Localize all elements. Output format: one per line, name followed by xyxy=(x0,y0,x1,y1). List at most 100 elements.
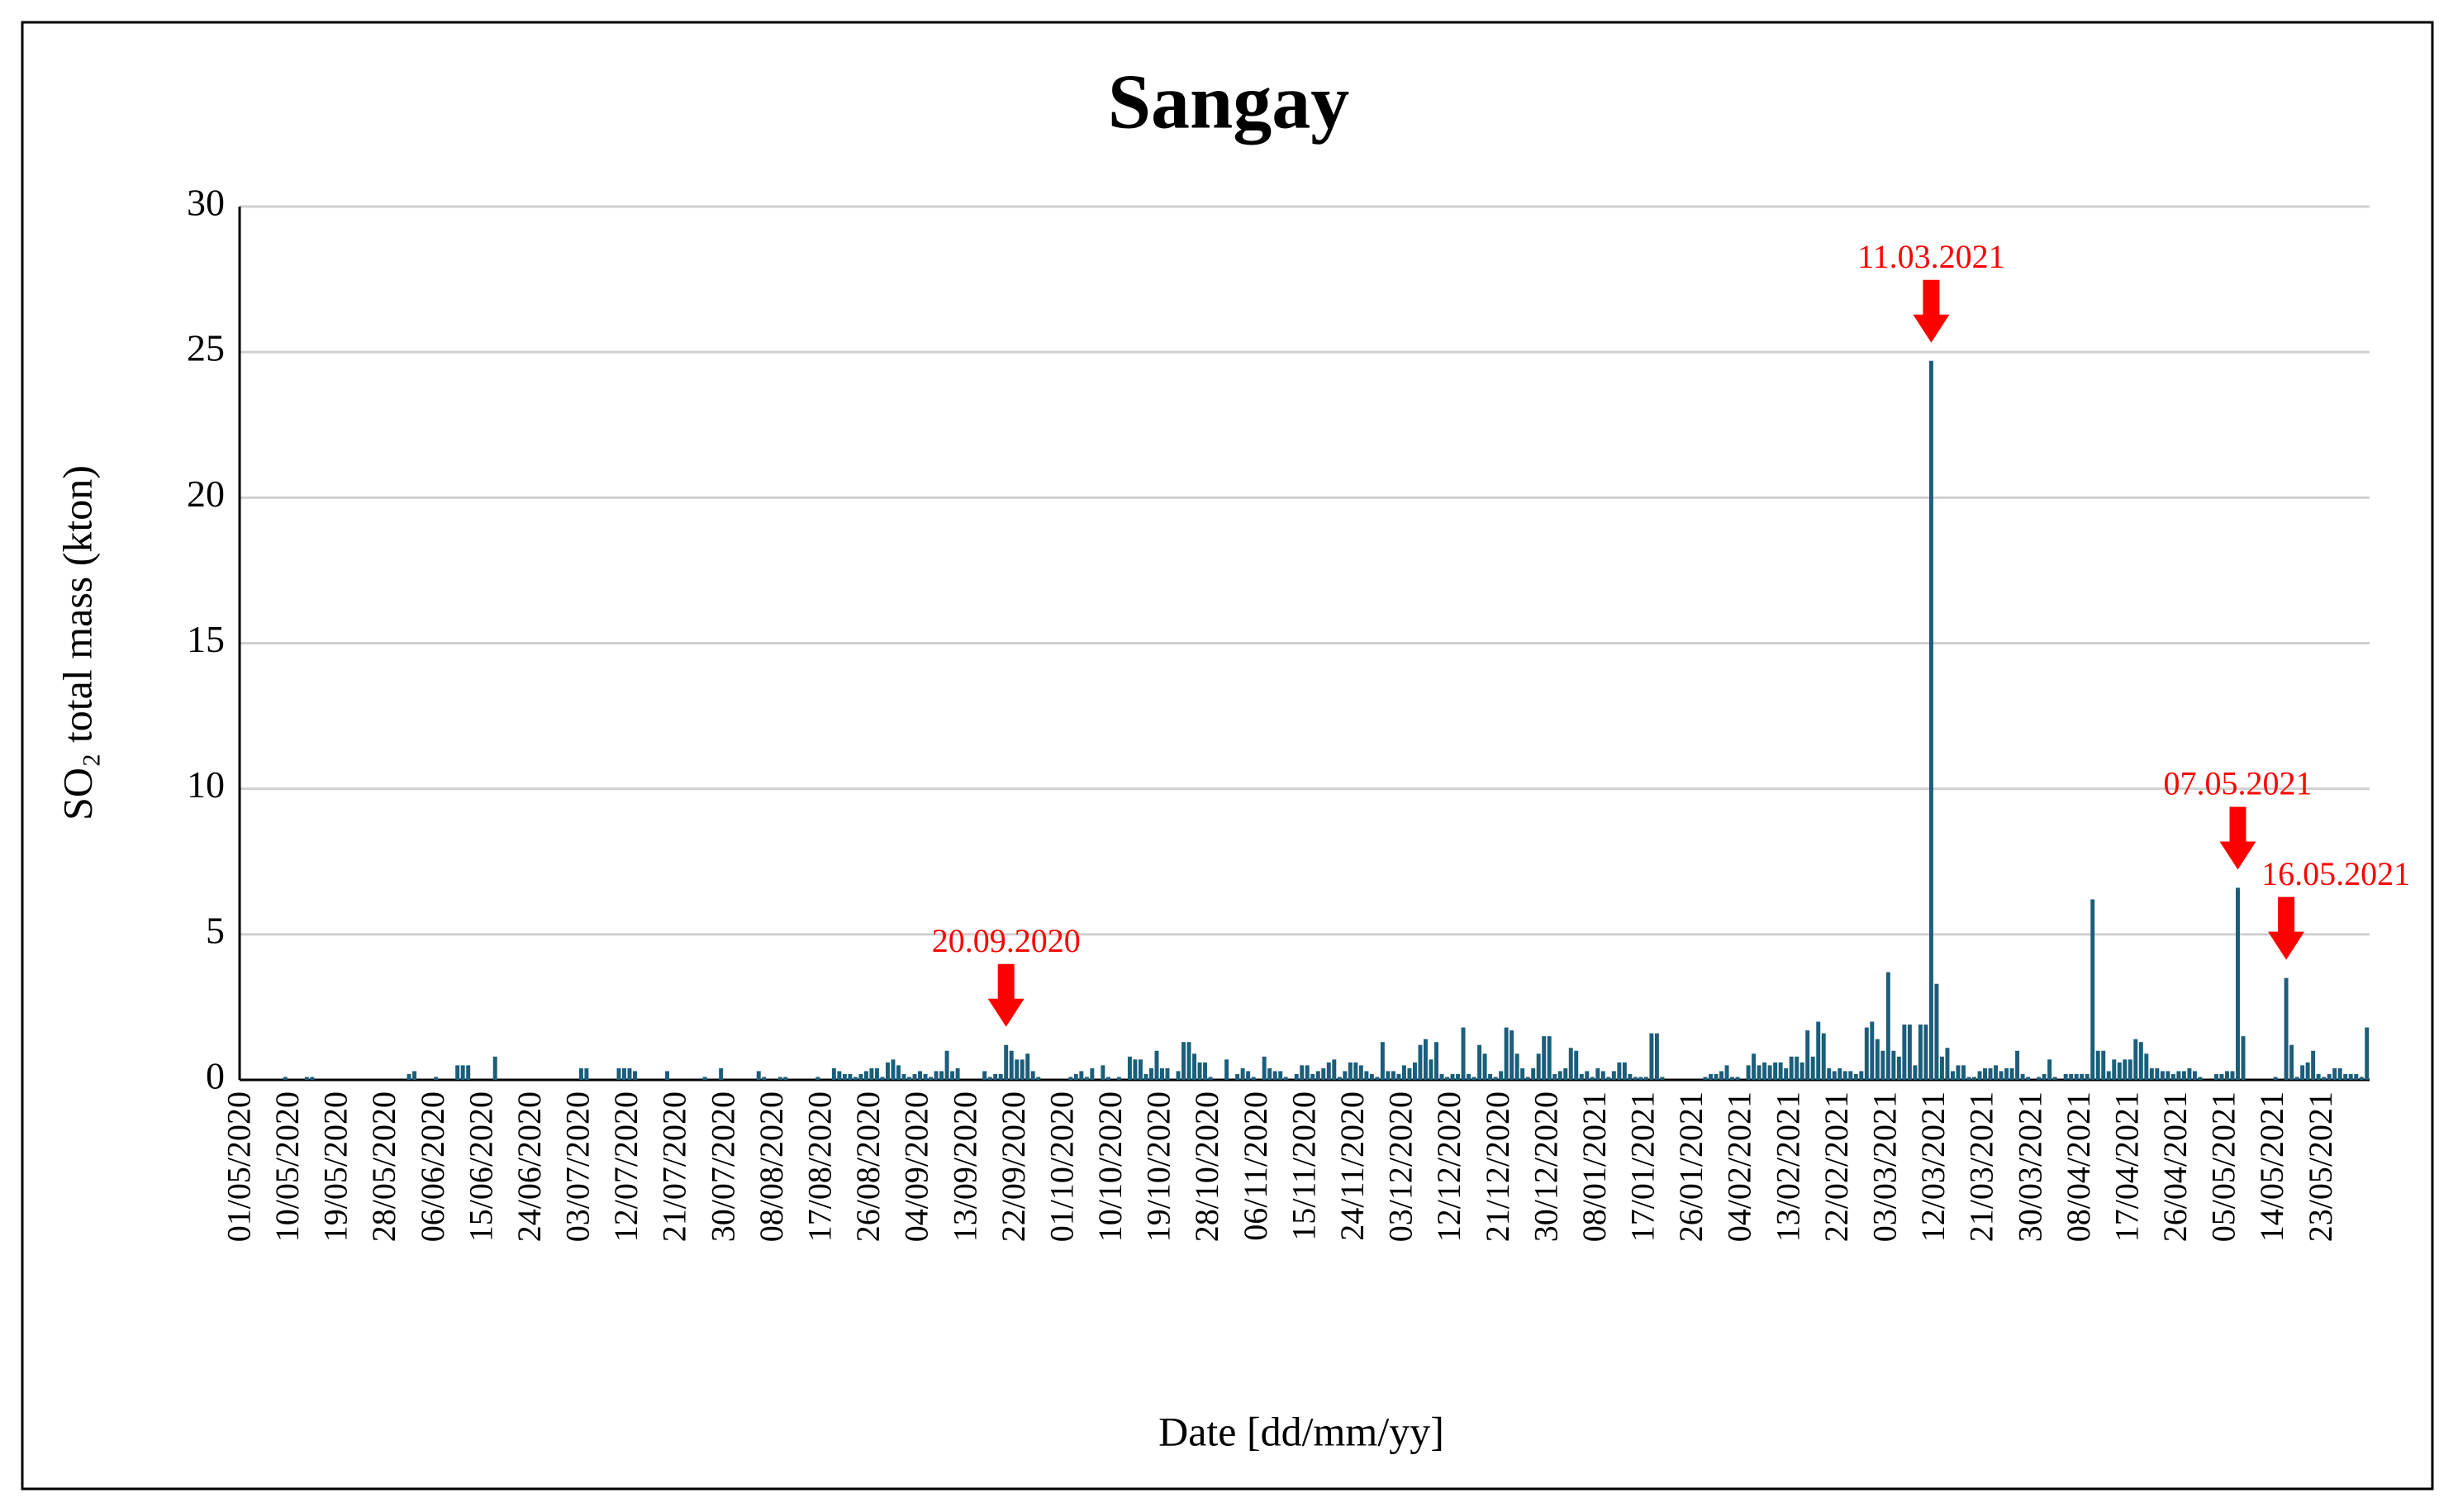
bar xyxy=(2095,1050,2100,1080)
bar xyxy=(2322,1077,2327,1080)
bar xyxy=(578,1067,583,1080)
bar xyxy=(1579,1073,1584,1080)
bar xyxy=(2123,1059,2128,1080)
bar xyxy=(1994,1065,1999,1080)
bar xyxy=(1208,1077,1213,1080)
bar xyxy=(455,1065,460,1080)
bar xyxy=(1105,1077,1110,1080)
bar xyxy=(1267,1067,1272,1080)
x-tick-label: 06/06/2020 xyxy=(414,1091,451,1242)
bar xyxy=(1902,1025,1907,1080)
bar xyxy=(1923,1025,1928,1080)
bar xyxy=(1842,1071,1847,1080)
bar xyxy=(1084,1077,1089,1080)
bar xyxy=(1467,1073,1471,1080)
bar xyxy=(1864,1027,1869,1080)
x-tick-label: 17/01/2021 xyxy=(1624,1091,1662,1242)
bar xyxy=(1853,1073,1858,1080)
bar xyxy=(304,1077,309,1080)
bar xyxy=(1165,1067,1170,1080)
bar xyxy=(1649,1033,1654,1080)
x-tick-label: 15/06/2020 xyxy=(462,1091,499,1242)
bar xyxy=(1719,1071,1724,1080)
bar xyxy=(848,1073,853,1080)
bar xyxy=(1939,1056,1944,1080)
bar xyxy=(1380,1042,1385,1080)
bar xyxy=(1880,1050,1885,1080)
bar xyxy=(1224,1059,1229,1080)
annotation-label: 07.05.2021 xyxy=(2164,765,2313,802)
bar xyxy=(1090,1067,1095,1080)
x-tick-label: 22/09/2020 xyxy=(995,1091,1032,1242)
bar xyxy=(2192,1071,2197,1080)
bar xyxy=(1574,1050,1579,1080)
x-tick-label: 08/08/2020 xyxy=(753,1091,790,1242)
annotation-label: 11.03.2021 xyxy=(1857,238,2005,275)
bar xyxy=(1300,1065,1305,1080)
bar xyxy=(918,1071,923,1080)
bar xyxy=(1654,1033,1659,1080)
bar xyxy=(1203,1062,1208,1080)
bar xyxy=(2149,1067,2154,1080)
bar xyxy=(1456,1073,1461,1080)
x-tick-label: 15/11/2020 xyxy=(1285,1091,1322,1241)
bar xyxy=(2236,887,2240,1080)
bar xyxy=(2101,1050,2106,1080)
x-tick-label: 14/05/2021 xyxy=(2253,1091,2290,1242)
bar xyxy=(1870,1021,1875,1080)
annotation-arrow xyxy=(2268,896,2305,960)
bar xyxy=(434,1077,439,1080)
x-tick-label: 22/02/2021 xyxy=(1818,1091,1855,1242)
bar xyxy=(2160,1071,2165,1080)
bar xyxy=(1450,1073,1455,1080)
y-axis-label: SO₂ total mass (kton) xyxy=(54,465,100,820)
bar xyxy=(896,1065,901,1080)
bar xyxy=(1956,1065,1961,1080)
bar xyxy=(2337,1067,2342,1080)
bar xyxy=(2181,1071,2186,1080)
y-tick-label: 20 xyxy=(187,473,225,515)
x-tick-label: 12/03/2021 xyxy=(1914,1091,1952,1242)
bar xyxy=(1068,1077,1073,1080)
bar xyxy=(2090,899,2095,1080)
x-tick-label: 06/11/2020 xyxy=(1237,1091,1274,1241)
bar xyxy=(2365,1027,2370,1080)
bar xyxy=(1445,1077,1449,1080)
y-tick-label: 25 xyxy=(187,327,225,369)
bar xyxy=(1310,1073,1315,1080)
x-tick-label: 03/12/2020 xyxy=(1382,1091,1419,1242)
bar xyxy=(2284,977,2289,1080)
bar xyxy=(1950,1071,1955,1080)
bar xyxy=(1724,1065,1729,1080)
bar xyxy=(2042,1073,2047,1080)
bar xyxy=(1999,1071,2004,1080)
bar xyxy=(1885,972,1890,1080)
x-tick-label: 08/01/2021 xyxy=(1576,1091,1613,1242)
bar xyxy=(1493,1077,1498,1080)
bar xyxy=(1638,1077,1643,1080)
bar xyxy=(2052,1077,2057,1080)
bar xyxy=(2241,1036,2246,1080)
bar xyxy=(1611,1071,1616,1080)
bar xyxy=(955,1067,960,1080)
bar xyxy=(901,1073,906,1080)
bar xyxy=(1477,1044,1482,1080)
x-tick-label: 01/10/2020 xyxy=(1043,1091,1080,1242)
bar xyxy=(1197,1062,1202,1080)
bar xyxy=(2294,1077,2299,1080)
bar xyxy=(1186,1042,1191,1080)
bar xyxy=(1816,1021,1821,1080)
bar xyxy=(1859,1071,1864,1080)
bar xyxy=(1321,1067,1326,1080)
bar xyxy=(2289,1044,2294,1080)
x-tick-label: 10/10/2020 xyxy=(1091,1091,1129,1242)
bar xyxy=(923,1073,928,1080)
bar xyxy=(1348,1062,1353,1080)
bar xyxy=(1429,1059,1433,1080)
bar xyxy=(1326,1062,1331,1080)
bar xyxy=(1358,1065,1363,1080)
bar xyxy=(2170,1073,2175,1080)
bar xyxy=(1633,1077,1638,1080)
bar xyxy=(1332,1059,1337,1080)
